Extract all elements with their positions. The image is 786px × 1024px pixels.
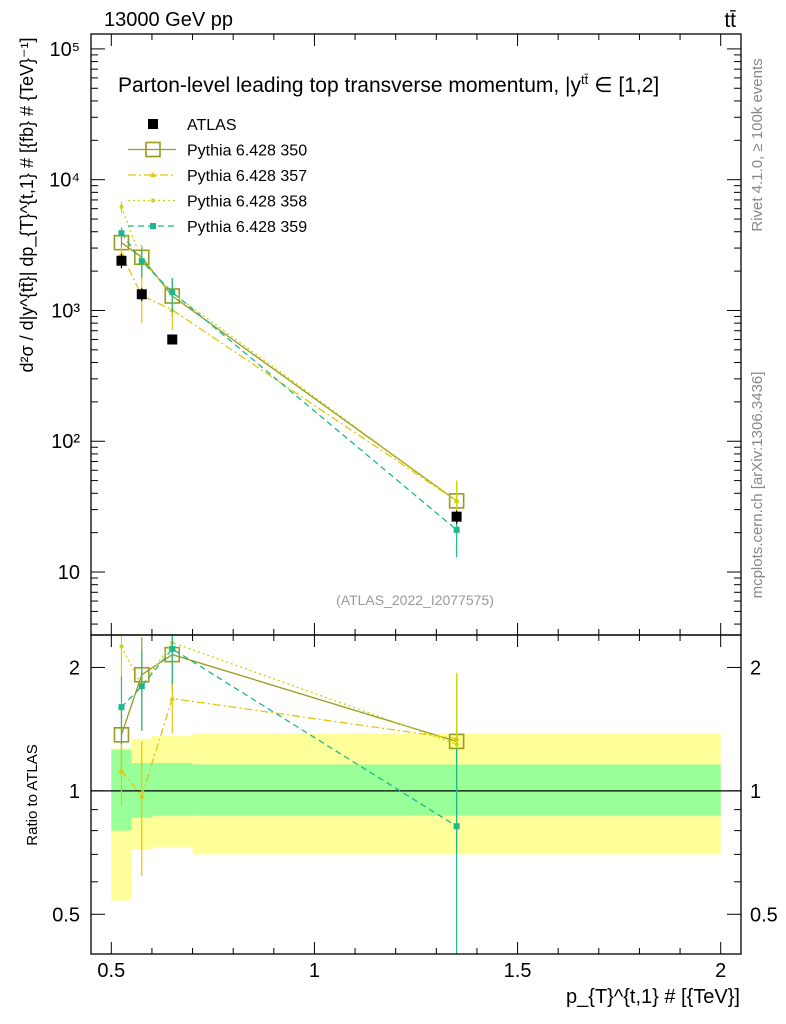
legend-marker-pythia-6-428-358	[151, 198, 155, 203]
series-point-pythia-6-428-359	[138, 258, 145, 265]
ratio-point-pythia-6-428-359	[138, 683, 145, 690]
chart-title-text: Parton-level leading top transverse mome…	[118, 74, 571, 97]
legend-label-pythia-6-428-357: Pythia 6.428 357	[187, 168, 307, 185]
series-line-pythia-6-428-359	[120, 232, 458, 531]
ratio-y-tick-label-right: 0.5	[750, 904, 778, 926]
ratio-y-tick-label: 0.5	[52, 904, 80, 926]
y-tick-label-main: 10³	[51, 300, 80, 322]
ratio-y-tick-label: 2	[69, 657, 80, 679]
ratio-point-pythia-6-428-359	[453, 823, 460, 830]
legend-label-pythia-6-428-359: Pythia 6.428 359	[187, 219, 307, 236]
energy-label: 13000 GeV pp	[104, 9, 233, 31]
ratio-line-pythia-6-428-358	[120, 641, 457, 745]
main-series	[113, 201, 465, 558]
process-label: tt̄	[724, 9, 736, 32]
y-tick-label-main: 10⁵	[49, 39, 80, 61]
data-point-atlas	[136, 289, 147, 300]
ratio-series	[91, 635, 741, 954]
y-tick-label-main: 10⁴	[49, 170, 80, 192]
legend: ATLAS Pythia 6.428 350 Pythia 6.428 357 Pyt…	[128, 117, 307, 236]
axis-ticks	[91, 34, 741, 954]
x-tick-label: 0.5	[97, 960, 125, 982]
data-point-atlas	[451, 511, 462, 522]
rivet-version-label: Rivet 4.1.0, ≥ 100k events	[749, 58, 766, 231]
legend-marker-pythia-6-428-357	[150, 172, 156, 177]
ratio-band-stat-2	[151, 762, 193, 816]
ratio-y-tick-label-right: 2	[750, 657, 761, 679]
ratio-panel-frame	[90, 634, 742, 955]
series-point-pythia-6-428-358	[119, 204, 124, 209]
source-label: mcplots.cern.ch [arXiv:1306.3436]	[749, 372, 766, 599]
ratio-line-pythia-6-428-359	[121, 648, 457, 827]
y-axis-label-main: d²σ / d|y^{tt̄}| dp_{T}^{t,1} # [{fb} # …	[17, 37, 38, 372]
ratio-point-pythia-6-428-357	[118, 767, 125, 773]
chart-title-tt: tt̄	[581, 72, 589, 87]
series-point-pythia-6-428-357	[118, 251, 125, 257]
ratio-point-pythia-6-428-359	[169, 645, 176, 652]
ratio-point-pythia-6-428-358	[119, 644, 124, 649]
analysis-id-label: (ATLAS_2022_I2077575)	[336, 592, 494, 608]
chart-title-y: y	[570, 74, 582, 97]
legend-marker-pythia-6-428-350	[145, 141, 161, 158]
ratio-point-pythia-6-428-357	[169, 695, 176, 701]
series-line-pythia-6-428-350	[121, 242, 458, 502]
ratio-point-pythia-6-428-358	[454, 742, 459, 747]
ratio-line-pythia-6-428-357	[120, 697, 457, 798]
legend-marker-pythia-6-428-359	[150, 223, 156, 229]
data-point-atlas	[116, 255, 127, 266]
legend-marker-atlas	[148, 119, 158, 129]
ratio-y-tick-label: 1	[69, 781, 80, 803]
series-line-pythia-6-428-357	[120, 253, 457, 502]
legend-label-atlas: ATLAS	[187, 117, 237, 134]
series-line-pythia-6-428-358	[120, 206, 458, 502]
ratio-point-pythia-6-428-359	[118, 704, 125, 711]
x-axis-label: p_{T}^{t,1} # [{TeV}]	[566, 986, 740, 1008]
ratio-bands	[111, 733, 721, 901]
series-point-pythia-6-428-359	[118, 230, 125, 237]
series-point-pythia-6-428-359	[169, 289, 176, 296]
y-tick-label-main: 10²	[51, 431, 80, 453]
legend-label-pythia-6-428-358: Pythia 6.428 358	[187, 194, 307, 211]
x-tick-label: 1.5	[504, 960, 532, 982]
series-point-pythia-6-428-358	[454, 498, 459, 503]
series-point-pythia-6-428-359	[453, 526, 460, 533]
ratio-point-pythia-6-428-357	[138, 793, 145, 799]
y-axis-label-ratio: Ratio to ATLAS	[24, 744, 41, 845]
plot-frames	[90, 33, 742, 955]
chart-title: Parton-level leading top transverse mome…	[118, 73, 659, 96]
x-tick-label: 1	[309, 960, 320, 982]
legend-label-pythia-6-428-350: Pythia 6.428 350	[187, 143, 307, 160]
ratio-y-tick-label-right: 1	[750, 781, 761, 803]
y-tick-label-main: 10	[58, 562, 80, 584]
data-point-atlas	[167, 334, 178, 345]
chart-title-range: ∈ [1,2]	[594, 74, 660, 97]
x-tick-label: 2	[715, 960, 726, 982]
axis-labels: 0.5 1 1.5 2 10 10² 10³ 10⁴ 10⁵ 0.5 0.5 1 1 2 2 p_{T}^{t…	[17, 37, 778, 1008]
